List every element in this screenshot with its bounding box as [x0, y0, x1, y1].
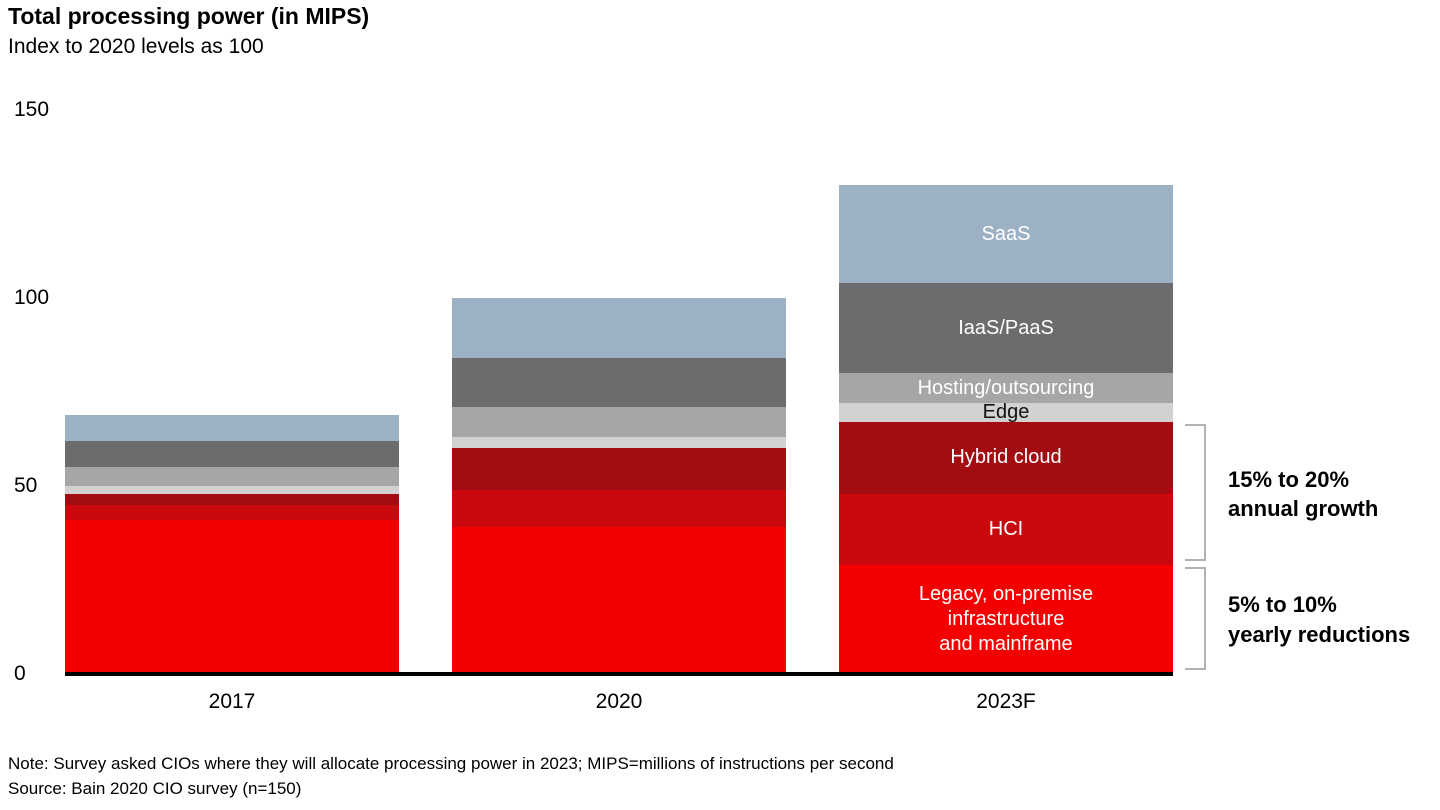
plot-area: Legacy, on-premise infrastructure and ma…: [65, 110, 1173, 674]
y-tick-label: 50: [14, 474, 38, 497]
x-axis: 2017 2020 2023F: [65, 690, 1173, 714]
x-tick-label: 2017: [208, 690, 256, 713]
bar-segment: [65, 493, 399, 505]
bar-segment: SaaS: [839, 185, 1173, 283]
bar-segment: Hybrid cloud: [839, 422, 1173, 494]
segment-label: IaaS/PaaS: [958, 316, 1054, 339]
bar-segment: [65, 440, 399, 468]
y-tick-label: 100: [14, 286, 50, 309]
x-tick-label: 2023F: [976, 690, 1036, 713]
bar-segment: [452, 527, 786, 674]
segment-label: Hybrid cloud: [950, 446, 1062, 469]
bar-segment: HCI: [839, 493, 1173, 565]
bar-segment: [65, 486, 399, 494]
bar-segment: [65, 414, 399, 441]
annotation-text: 15% to 20% annual growth: [1228, 466, 1379, 521]
chart-header: Total processing power (in MIPS) Index t…: [8, 3, 369, 60]
segment-label: Hosting/outsourcing: [917, 376, 1095, 399]
segment-label: Edge: [982, 401, 1030, 424]
bar-segment: [452, 298, 786, 359]
bar-2023F: Legacy, on-premise infrastructure and ma…: [839, 185, 1173, 674]
annotation-bracket: [1185, 566, 1206, 670]
annotation-text: 5% to 10% yearly reductions: [1228, 592, 1411, 647]
source-text: Source: Bain 2020 CIO survey (n=150): [8, 778, 302, 798]
bar-2020: [452, 298, 786, 674]
chart-subtitle: Index to 2020 levels as 100: [8, 34, 264, 58]
bar-segment: Hosting/outsourcing: [839, 373, 1173, 404]
bar-2017: [65, 414, 399, 674]
bar-segment: Legacy, on-premise infrastructure and ma…: [839, 564, 1173, 674]
x-tick-label: 2020: [595, 690, 643, 713]
x-axis-line: [65, 672, 1173, 676]
annotation-bracket: [1185, 424, 1206, 561]
bar-segment: [65, 504, 399, 520]
bar-segment: [452, 437, 786, 449]
note-text: Note: Survey asked CIOs where they will …: [8, 754, 894, 773]
chart-title: Total processing power (in MIPS): [8, 3, 370, 29]
y-tick-label: 0: [14, 662, 26, 685]
y-tick-label: 150: [14, 98, 50, 121]
bar-segment: Edge: [839, 401, 1173, 424]
bar-segment: [452, 407, 786, 438]
bar-segment: [452, 448, 786, 490]
bar-segment: [452, 489, 786, 528]
bar-segment: [65, 467, 399, 487]
bar-segment: [65, 519, 399, 674]
segment-label: Legacy, on-premise infrastructure and ma…: [918, 582, 1094, 655]
bar-segment: IaaS/PaaS: [839, 282, 1173, 374]
bar-segment: [452, 358, 786, 408]
segment-label: HCI: [988, 517, 1024, 540]
chart-footer: Note: Survey asked CIOs where they will …: [8, 752, 894, 801]
segment-label: SaaS: [981, 222, 1031, 245]
